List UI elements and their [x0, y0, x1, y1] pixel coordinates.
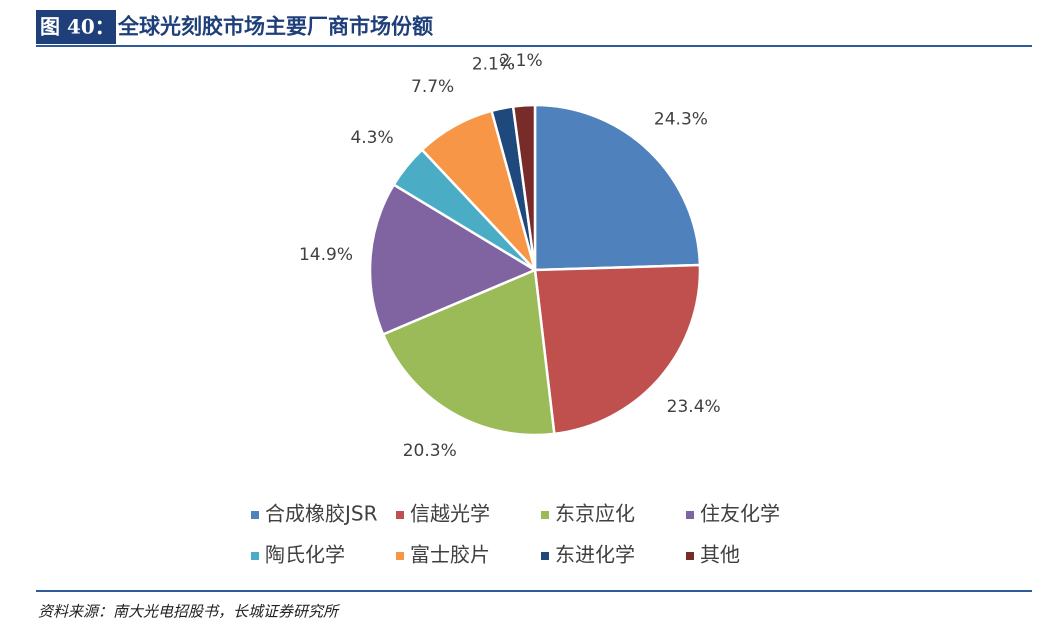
data-label: 24.3%: [654, 110, 708, 130]
legend-swatch: [541, 511, 549, 519]
data-label: 20.3%: [403, 441, 457, 461]
legend-label: 其他: [700, 543, 740, 567]
legend-label: 东进化学: [555, 543, 635, 567]
legend-swatch: [251, 511, 259, 519]
figure-label-box: [36, 10, 116, 44]
legend-swatch: [541, 552, 549, 560]
legend-swatch: [686, 511, 694, 519]
legend-label: 东京应化: [555, 502, 635, 526]
legend-label: 住友化学: [700, 502, 780, 526]
legend-swatch: [251, 552, 259, 560]
pie-slice: [368, 182, 538, 337]
legend-label: 陶氏化学: [265, 543, 345, 567]
pie-slice: [511, 103, 537, 271]
legend-swatch: [686, 552, 694, 560]
legend-swatch: [396, 511, 404, 519]
pie-slice: [533, 103, 702, 272]
data-label: 14.9%: [299, 245, 353, 265]
source-note: 资料来源：南大光电招股书，长城证券研究所: [38, 603, 340, 621]
data-label: 2.1%: [499, 51, 542, 71]
data-label: 7.7%: [411, 77, 454, 97]
data-label: 23.4%: [667, 397, 721, 417]
pie-slice: [381, 268, 556, 437]
data-label: 4.3%: [350, 128, 393, 148]
legend-label: 合成橡胶JSR: [265, 502, 378, 526]
figure-label: 图 40：: [40, 15, 115, 39]
legend-label: 富士胶片: [410, 543, 490, 567]
pie-slice: [533, 263, 702, 436]
data-label: 2.1%: [472, 55, 515, 75]
legend-swatch: [396, 552, 404, 560]
legend-label: 信越光学: [410, 502, 490, 526]
chart-title: 全球光刻胶市场主要厂商市场份额: [117, 14, 433, 39]
